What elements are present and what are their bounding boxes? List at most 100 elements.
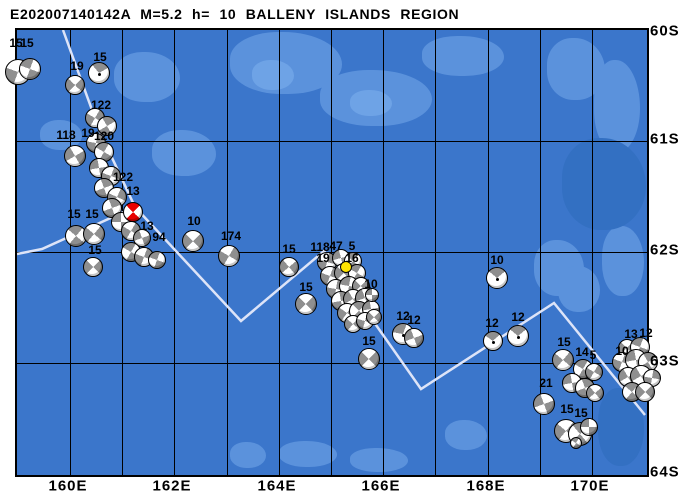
depth-label: 15	[88, 243, 102, 257]
depth-label: 15	[85, 207, 99, 221]
highlighted-beachball	[123, 202, 143, 222]
beachball	[486, 267, 508, 289]
axis-label-latitude: 62S	[650, 241, 680, 259]
depth-label: 15	[557, 335, 571, 349]
depth-label: 15	[67, 207, 81, 221]
depth-label: 120	[93, 129, 115, 143]
beachball-center-dot	[496, 278, 499, 281]
depth-label: 12	[407, 313, 421, 327]
depth-label: 13	[624, 327, 638, 341]
map-area	[15, 28, 649, 477]
bathymetry-patch	[602, 226, 644, 296]
bathymetry-patch	[350, 90, 392, 116]
depth-label: 12	[511, 310, 525, 324]
depth-label: 19	[70, 59, 84, 73]
depth-label: 15	[362, 334, 376, 348]
depth-label: 118	[310, 240, 330, 254]
depth-label: 15	[560, 402, 574, 416]
axis-label-longitude: 164E	[257, 477, 297, 495]
beachball	[148, 251, 166, 269]
depth-label: 12	[485, 316, 499, 330]
event-location-dot	[340, 261, 352, 273]
beachball	[133, 229, 151, 247]
depth-label: 118	[56, 128, 76, 142]
depth-label: 19	[81, 126, 95, 140]
grid-line-latitude	[17, 363, 647, 364]
bathymetry-patch	[594, 60, 640, 152]
bathymetry-patch	[252, 60, 294, 90]
beachball	[97, 116, 117, 136]
depth-label: 12	[639, 326, 653, 340]
beachball-center-dot	[402, 334, 405, 337]
depth-label: 13	[126, 184, 140, 198]
bathymetry-patch	[152, 130, 216, 176]
beachball	[295, 293, 317, 315]
beachball	[366, 309, 382, 325]
beachball-center-dot	[517, 336, 520, 339]
depth-label: 174	[220, 229, 242, 243]
beachball	[19, 58, 41, 80]
bathymetry-patch	[230, 442, 266, 468]
depth-label: 15	[299, 280, 313, 294]
axis-label-longitude: 168E	[466, 477, 506, 495]
depth-label: 122	[90, 98, 112, 112]
plate-boundary-line	[17, 205, 136, 256]
axis-label-longitude: 162E	[152, 477, 192, 495]
bathymetry-patch	[445, 420, 487, 450]
beachball	[580, 418, 598, 436]
beachball	[83, 223, 105, 245]
axis-label-latitude: 63S	[650, 352, 680, 370]
beachball	[65, 75, 85, 95]
depth-label: 15	[282, 242, 296, 256]
beachball	[182, 230, 204, 252]
beachball	[483, 331, 503, 351]
beachball	[88, 62, 110, 84]
depth-label: 14	[575, 345, 589, 359]
depth-label: 13	[140, 219, 154, 233]
grid-line-latitude	[17, 141, 647, 142]
axis-label-longitude: 160E	[48, 477, 88, 495]
axis-label-latitude: 64S	[650, 463, 680, 481]
depth-label: 122	[112, 170, 134, 184]
bathymetry-patch	[350, 448, 408, 472]
depth-label: 10	[615, 344, 629, 358]
depth-label: 16	[345, 251, 359, 265]
beachball-center-dot	[98, 73, 101, 76]
axis-label-longitude: 166E	[361, 477, 401, 495]
beachball	[635, 382, 655, 402]
bathymetry-patch	[279, 441, 337, 467]
beachball	[585, 363, 603, 381]
depth-label: 15	[93, 50, 107, 64]
beachball	[586, 384, 604, 402]
beachball	[404, 328, 424, 348]
axis-label-latitude: 60S	[650, 22, 680, 40]
beachball	[552, 349, 574, 371]
beachball	[64, 145, 86, 167]
depth-label: 15	[20, 36, 34, 50]
depth-label: 10	[490, 253, 504, 267]
axis-label-latitude: 61S	[650, 130, 680, 148]
beachball	[533, 393, 555, 415]
depth-label: 47	[329, 239, 343, 253]
depth-label: 94	[152, 230, 166, 244]
bathymetry-patch	[558, 266, 600, 312]
depth-label: 10	[187, 214, 201, 228]
beachball	[358, 348, 380, 370]
beachball	[279, 257, 299, 277]
plot-title: E202007140142A M=5.2 h= 10 BALLENY ISLAN…	[10, 6, 460, 22]
axis-label-longitude: 170E	[570, 477, 610, 495]
beachball	[365, 288, 379, 302]
beachball	[507, 325, 529, 347]
beachball	[218, 245, 240, 267]
depth-label: 12	[396, 309, 410, 323]
beachball	[570, 437, 582, 449]
depth-label: 15	[574, 406, 588, 420]
beachball-center-dot	[492, 340, 495, 344]
depth-label: 5	[348, 239, 356, 253]
bathymetry-patch	[114, 52, 180, 102]
depth-label: 19	[316, 251, 330, 265]
beachball	[83, 257, 103, 277]
depth-label: 15	[9, 36, 23, 50]
depth-label: 21	[539, 376, 553, 390]
